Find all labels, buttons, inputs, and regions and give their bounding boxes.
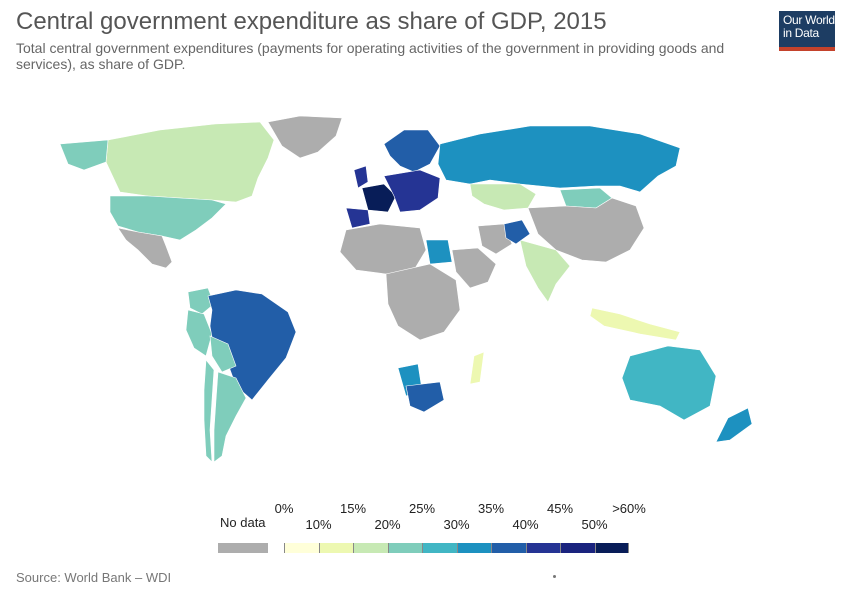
legend-swatch-3[interactable] [353,543,388,553]
chart-title: Central government expenditure as share … [16,8,607,35]
legend-swatch-10[interactable] [594,543,629,553]
map-country-canada[interactable] [105,121,275,203]
map-country-alaska[interactable] [59,139,109,171]
legend-tick-bottom: 20% [374,517,401,532]
map-country-bolivia[interactable] [209,335,237,373]
legend-swatch-5[interactable] [422,543,457,553]
legend-swatch-9[interactable] [560,543,595,553]
map-country-france[interactable] [361,183,397,213]
legend-swatch-8[interactable] [525,543,560,553]
logo-line-2: in Data [783,26,819,40]
map-country-greenland[interactable] [267,115,343,159]
map-country-madagascar[interactable] [469,351,485,385]
map-country-argentina[interactable] [213,371,247,463]
legend-swatch-4[interactable] [387,543,422,553]
map-country-china[interactable] [527,197,645,263]
legend-tick-top: 25% [408,501,436,516]
world-map [59,115,753,463]
legend-swatch-1[interactable] [284,543,319,553]
source-note: Source: World Bank – WDI [16,570,172,585]
legend-tick-top: 45% [546,501,574,516]
legend-tick-bottom: 30% [443,517,470,532]
legend-tick-bottom: 40% [512,517,539,532]
map-country-kazakhstan[interactable] [469,183,537,211]
logo-line-1: Our World [783,13,835,27]
map-country-iran[interactable] [477,223,513,255]
logo-accent-bar [779,47,835,51]
legend-tick-top: 0% [274,501,294,516]
map-country-colombia[interactable] [187,287,215,315]
legend-tick-top: 35% [477,501,505,516]
map-country-scandinavia[interactable] [383,129,441,173]
map-country-mexico[interactable] [117,227,173,269]
timeline-dot [553,575,556,578]
map-country-chile[interactable] [203,359,215,463]
map-country-brazil[interactable] [207,289,297,401]
map-country-iberia[interactable] [345,207,371,229]
map-country-central-africa[interactable] [385,263,461,341]
map-country-peru[interactable] [185,309,213,357]
map-country-new-zealand[interactable] [715,407,753,443]
map-country-australia[interactable] [621,345,717,421]
legend-no-data-label: No data [220,515,266,530]
map-country-afghanistan[interactable] [503,219,531,245]
map-country-north-africa[interactable] [339,223,427,275]
legend-tick-top: >60% [612,501,646,516]
map-country-western-europe[interactable] [383,169,441,213]
owid-logo[interactable]: Our World in Data [779,11,835,51]
map-country-saudi-arabia[interactable] [451,247,497,289]
legend-swatch-2[interactable] [318,543,353,553]
map-country-indonesia[interactable] [589,307,681,341]
map-country-egypt[interactable] [425,239,453,265]
legend-swatch-7[interactable] [491,543,526,553]
map-country-russia[interactable] [437,125,681,193]
legend: No data 0% 15% 25% 35% 45% >60% 10% 20% 30% 40% 50… [0,495,850,565]
map-country-india[interactable] [519,239,571,303]
map-country-usa[interactable] [109,195,227,241]
legend-swatch-6[interactable] [456,543,491,553]
map-country-uk[interactable] [353,165,369,189]
legend-no-data-swatch[interactable] [218,543,268,553]
map-country-south-africa[interactable] [405,381,445,413]
legend-tick-bottom: 50% [581,517,608,532]
legend-tick-bottom: 10% [305,517,332,532]
legend-tick-top: 15% [339,501,367,516]
chart-subtitle: Total central government expenditures (p… [16,40,725,72]
